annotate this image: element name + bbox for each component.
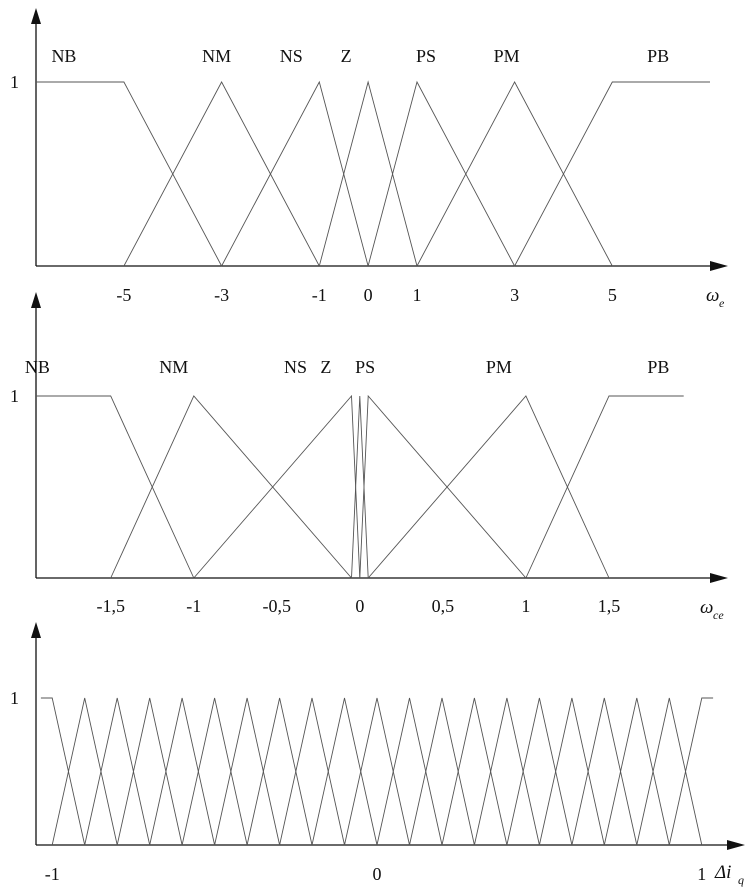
series-label-z: Z xyxy=(341,46,352,66)
x-tick-label: 0 xyxy=(373,864,382,884)
x-tick-label: 3 xyxy=(510,285,519,305)
chart-1: 1 -5 -3 -1 0 1 3 5 ω e NB NM NS Z PS PM PB xyxy=(10,8,728,310)
series-label-ns: NS xyxy=(280,46,303,66)
x-tick-label: 1 xyxy=(697,864,706,884)
x-tick-label: -1,5 xyxy=(96,596,125,616)
mf-triangle xyxy=(246,697,313,846)
mf-triangle xyxy=(51,697,118,846)
mf-triangle xyxy=(409,697,475,846)
mf-triangle xyxy=(116,697,183,846)
mf-triangle xyxy=(603,697,670,846)
mf-triangle xyxy=(441,697,508,846)
x-axis-label: ω xyxy=(700,597,713,618)
mf-triangle xyxy=(181,697,248,846)
mf-triangle xyxy=(473,697,540,846)
y-axis-arrow xyxy=(31,8,41,24)
x-tick-label: -0,5 xyxy=(263,596,292,616)
x-tick-label: -5 xyxy=(116,285,131,305)
x-tick-label: -3 xyxy=(214,285,229,305)
x-tick-label: -1 xyxy=(312,285,327,305)
series-label-pb: PB xyxy=(647,46,669,66)
mf-triangle xyxy=(636,697,703,846)
mf-pm xyxy=(416,81,613,267)
mf-nb xyxy=(36,395,195,579)
x-axis-label: ω xyxy=(706,285,719,306)
mf-triangle xyxy=(84,697,151,846)
mf-triangle xyxy=(344,697,410,846)
mf-ps xyxy=(359,394,527,579)
series-label-ns: NS xyxy=(284,357,307,377)
x-tick-label: 1,5 xyxy=(598,596,621,616)
series-label-nm: NM xyxy=(159,357,188,377)
mf-ns xyxy=(193,394,361,579)
y-tick-label: 1 xyxy=(10,688,19,708)
x-axis-label-subscript: ce xyxy=(713,608,724,622)
mf-triangle xyxy=(571,697,638,846)
x-axis-label-subscript: q xyxy=(738,873,744,887)
mf-ps xyxy=(367,80,515,267)
mf-triangle xyxy=(376,697,443,846)
mf-pb xyxy=(514,81,710,267)
x-tick-label: -1 xyxy=(45,864,60,884)
x-axis-label-subscript: e xyxy=(719,296,725,310)
mf-nm xyxy=(110,395,352,579)
x-tick-label: 0,5 xyxy=(432,596,455,616)
series-label-pm: PM xyxy=(494,46,520,66)
mf-triangle xyxy=(538,697,605,846)
series-label-z: Z xyxy=(320,357,331,377)
series-label-ps: PS xyxy=(416,46,436,66)
y-tick-label: 1 xyxy=(10,72,19,92)
y-tick-label: 1 xyxy=(10,386,19,406)
chart-2: 1 -1,5 -1 -0,5 0 0,5 1 1,5 ω ce NB NM NS Z PS PM PB xyxy=(10,292,728,622)
mf-z xyxy=(351,395,369,579)
series-label-pb: PB xyxy=(647,357,669,377)
y-axis-arrow xyxy=(31,292,41,308)
x-axis-arrow xyxy=(710,573,728,583)
x-tick-label: 0 xyxy=(364,285,373,305)
series-label-nm: NM xyxy=(202,46,231,66)
series-label-nb: NB xyxy=(25,357,50,377)
x-axis-arrow xyxy=(727,840,745,850)
x-tick-label: 1 xyxy=(412,285,421,305)
x-tick-label: -1 xyxy=(186,596,201,616)
mf-nm xyxy=(123,81,320,267)
mf-triangle xyxy=(279,697,345,846)
series-label-ps: PS xyxy=(355,357,375,377)
mf-triangle xyxy=(668,697,714,846)
mf-triangle xyxy=(311,697,378,846)
mf-nb xyxy=(36,81,222,267)
mf-pb xyxy=(525,395,684,579)
mf-triangle xyxy=(40,697,86,846)
series-label-nb: NB xyxy=(51,46,76,66)
mf-triangle xyxy=(214,697,281,846)
series-label-pm: PM xyxy=(486,357,512,377)
x-tick-label: 0 xyxy=(355,596,364,616)
y-axis-arrow xyxy=(31,622,41,638)
mf-pm xyxy=(367,395,610,579)
x-axis-label: Δi xyxy=(714,862,731,883)
mf-z xyxy=(318,80,418,267)
chart-3: 1 -1 0 1 Δi q xyxy=(10,622,745,887)
x-tick-label: 5 xyxy=(608,285,617,305)
x-tick-label: 1 xyxy=(521,596,530,616)
mf-triangle xyxy=(506,697,573,846)
x-axis-arrow xyxy=(710,261,728,271)
mf-triangle xyxy=(149,697,216,846)
mf-ns xyxy=(221,80,369,267)
